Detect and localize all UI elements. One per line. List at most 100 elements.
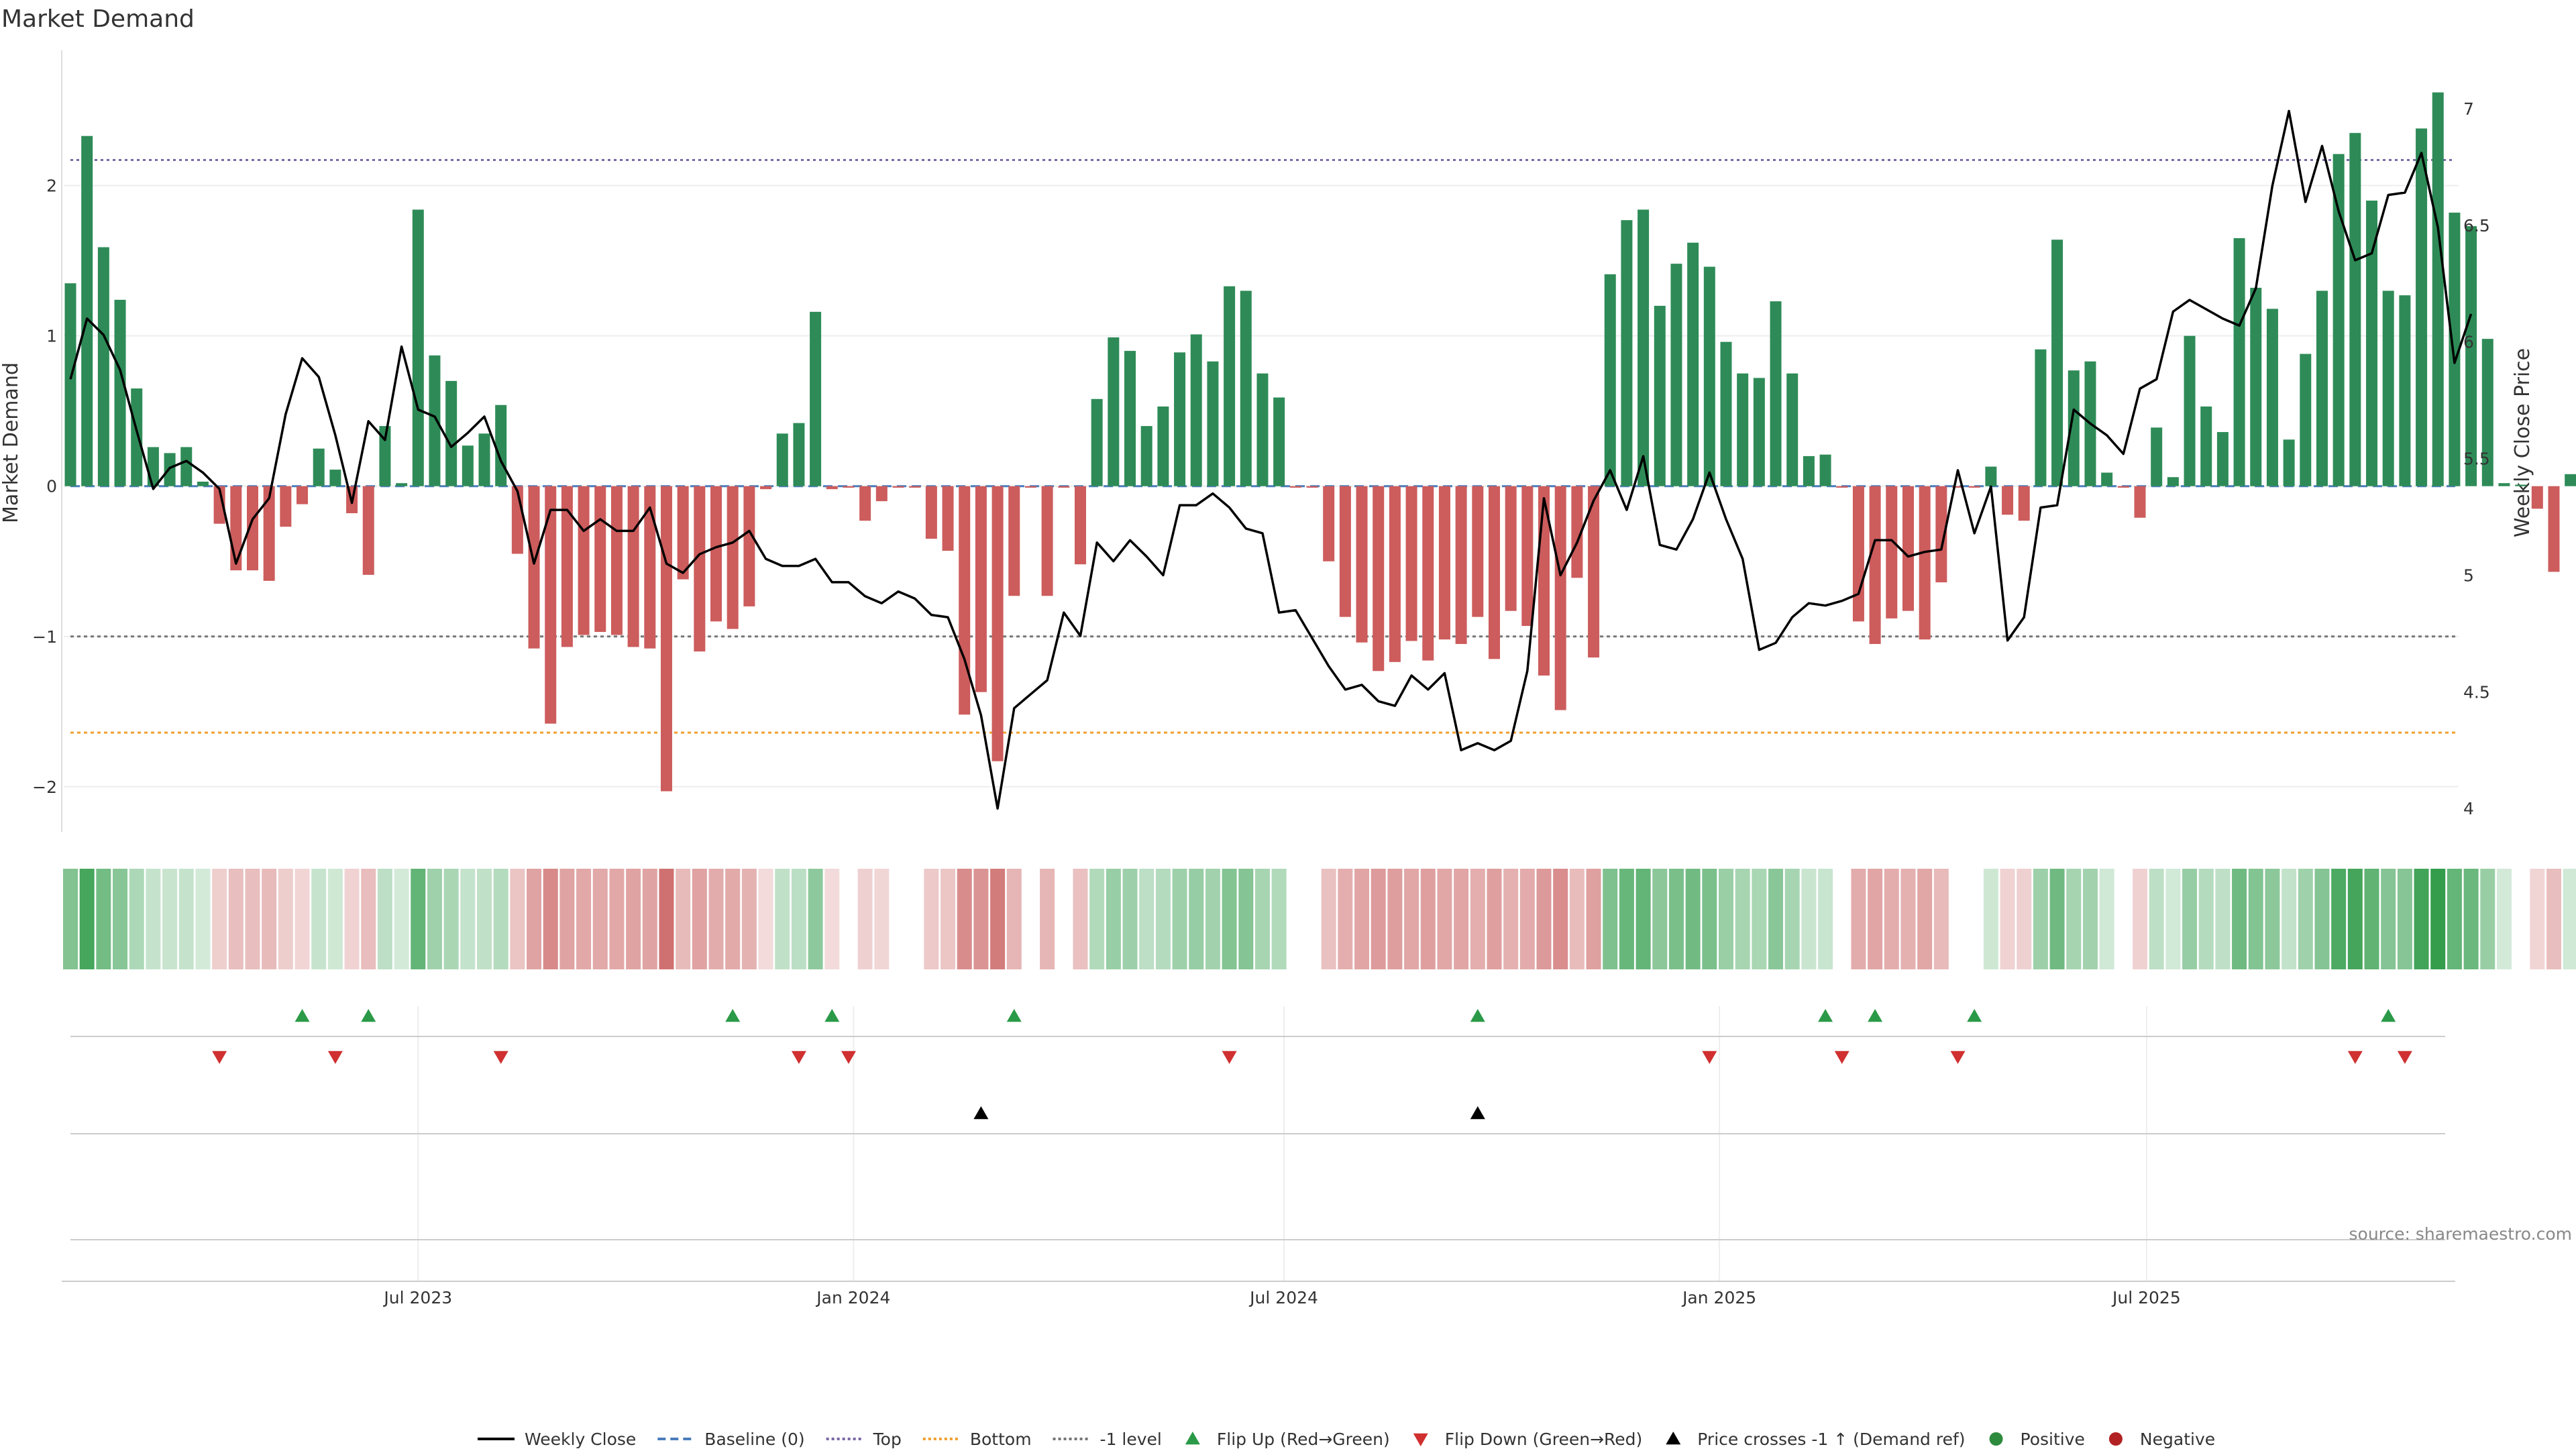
demand-bar-positive <box>1621 220 1633 486</box>
heat-cell-positive <box>1205 869 1220 969</box>
demand-bar-negative <box>1405 486 1417 641</box>
demand-bar-positive <box>776 433 788 486</box>
demand-bar-negative <box>263 486 275 581</box>
demand-bar-negative <box>1886 486 1898 619</box>
demand-bar-positive <box>2399 295 2411 486</box>
demand-bar-positive <box>2565 474 2576 486</box>
flip-down-marker <box>791 1051 806 1064</box>
legend-swatch <box>1989 1432 2003 1446</box>
heat-cell-negative <box>659 869 674 969</box>
heat-cell-negative <box>2000 869 2015 969</box>
demand-bar-positive <box>2216 432 2229 486</box>
heat-cell-positive <box>477 869 492 969</box>
heat-cell-positive <box>2430 869 2446 969</box>
flip-down-marker <box>1834 1051 1849 1064</box>
demand-bar-positive <box>1108 337 1120 486</box>
heat-cell-negative <box>527 869 542 969</box>
heat-cell-negative <box>543 869 558 969</box>
heat-cell-positive <box>2033 869 2048 969</box>
heat-cell-negative <box>741 869 757 969</box>
heat-cell-positive <box>2215 869 2231 969</box>
heat-cell-negative <box>2546 869 2561 969</box>
flip-up-marker <box>1006 1009 1022 1022</box>
x-axis: Jul 2023 Jan 2024 Jul 2024 Jan 2025 Jul 2025 <box>62 1281 2455 1307</box>
heat-cell-positive <box>1635 869 1651 969</box>
demand-bar-positive <box>197 481 209 486</box>
heat-cell-negative <box>245 869 260 969</box>
demand-bar-positive <box>1604 274 1616 486</box>
demand-bar-positive <box>2316 290 2328 486</box>
heat-cell-negative <box>212 869 227 969</box>
y-axis-left-label: Market Demand <box>0 362 23 523</box>
heat-cell-positive <box>775 869 790 969</box>
heat-cell-negative <box>1437 869 1452 969</box>
legend-label: Flip Down (Green→Red) <box>1445 1430 1643 1449</box>
demand-bar-positive <box>1124 351 1136 486</box>
demand-bar-negative <box>1373 486 1385 672</box>
demand-bar-positive <box>2382 290 2394 486</box>
chart-title: Market Demand <box>1 5 195 33</box>
demand-bar-negative <box>2548 486 2560 572</box>
heat-cell-positive <box>2099 869 2114 969</box>
heat-cell-positive <box>2149 869 2164 969</box>
demand-bar-negative <box>660 486 672 792</box>
demand-bar-positive <box>2151 427 2163 486</box>
demand-bar-negative <box>528 486 540 649</box>
legend-label: Price crosses -1 ↑ (Demand ref) <box>1697 1430 1965 1449</box>
price-cross-marker <box>1470 1106 1485 1120</box>
heat-cell-positive <box>791 869 806 969</box>
heat-cell-positive <box>1603 869 1618 969</box>
flip-down-marker <box>212 1051 227 1064</box>
heat-cell-positive <box>2049 869 2065 969</box>
flip-up-marker <box>1868 1009 1883 1022</box>
heat-cell-positive <box>2381 869 2396 969</box>
demand-bar-positive <box>1803 455 1815 486</box>
demand-bar-negative <box>1852 486 1864 622</box>
heat-cell-positive <box>1155 869 1171 969</box>
heat-cell-positive <box>1668 869 1684 969</box>
demand-bar-negative <box>1968 486 1980 488</box>
demand-bar-positive <box>1654 305 1666 486</box>
flip-down-marker <box>1950 1051 1966 1064</box>
heat-cell-positive <box>1089 869 1105 969</box>
demand-bar-positive <box>1985 466 1997 486</box>
heat-cell-positive <box>1139 869 1155 969</box>
demand-bar-negative <box>959 486 971 715</box>
heat-cell-negative <box>990 869 1006 969</box>
demand-bar-positive <box>97 247 109 486</box>
demand-bar-positive <box>1770 301 1782 486</box>
demand-bar-positive <box>1174 352 1186 486</box>
demand-bar-negative <box>362 486 374 575</box>
heat-cell-negative <box>576 869 592 969</box>
demand-bar-negative <box>2134 486 2146 518</box>
demand-bar-negative <box>826 486 838 490</box>
legend-swatch <box>1413 1433 1428 1446</box>
legend-label: Flip Up (Red→Green) <box>1217 1430 1390 1449</box>
demand-bar-positive <box>2465 226 2477 486</box>
demand-bar-positive <box>2515 484 2527 486</box>
heat-cell-negative <box>510 869 525 969</box>
heat-cell-positive <box>1752 869 1767 969</box>
demand-bar-negative <box>875 486 888 502</box>
demand-bar-negative <box>1289 486 1301 488</box>
y-right-tick-label: 5 <box>2463 566 2474 585</box>
heat-cell-negative <box>941 869 956 969</box>
legend-item: Flip Up (Red→Green) <box>1185 1430 1390 1449</box>
price-cross-marker <box>973 1106 989 1120</box>
heat-cell-negative <box>1040 869 1055 969</box>
demand-bar-negative <box>1919 486 1931 640</box>
y-left-tick-label: 1 <box>46 327 57 346</box>
demand-bar-negative <box>892 486 904 488</box>
heat-cell-positive <box>2182 869 2198 969</box>
demand-bar-positive <box>810 311 822 486</box>
heat-cell-positive <box>1254 869 1270 969</box>
demand-bar-positive <box>1786 373 1799 486</box>
demand-bar-positive <box>1638 209 1650 486</box>
demand-bar-positive <box>1819 454 1831 486</box>
demand-bar-negative <box>1505 486 1517 611</box>
demand-bar-negative <box>1306 486 1318 488</box>
heat-cell-positive <box>2496 869 2512 969</box>
demand-bar-negative <box>760 486 772 490</box>
demand-bar-positive <box>445 380 458 486</box>
